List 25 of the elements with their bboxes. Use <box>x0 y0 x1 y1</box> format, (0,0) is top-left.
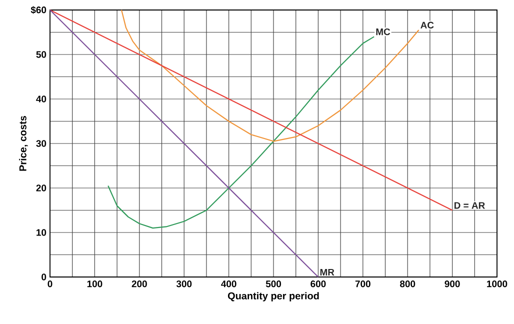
series-label: MC <box>376 28 390 36</box>
x-tick-label: 300 <box>176 280 192 288</box>
series-label: D = AR <box>454 202 485 209</box>
x-axis-title: Quantity per period <box>228 292 319 302</box>
x-tick-label: 0 <box>48 280 52 288</box>
series-label: MR <box>320 268 334 276</box>
y-tick-label: 40 <box>36 96 46 102</box>
x-tick-label: 100 <box>87 280 102 288</box>
x-tick-label: 900 <box>444 280 460 288</box>
y-tick-label: 50 <box>36 51 46 58</box>
x-tick-label: 1000 <box>487 280 508 288</box>
x-tick-label: 400 <box>221 280 236 288</box>
y-tick-label: 0 <box>42 274 46 280</box>
y-axis-title: Price, costs <box>19 116 28 171</box>
x-tick-label: 600 <box>310 280 326 288</box>
y-tick-label: $60 <box>30 6 46 14</box>
x-tick-label: 800 <box>400 280 416 288</box>
line-series <box>120 9 420 142</box>
y-tick-label: 30 <box>36 140 46 147</box>
x-tick-label: 700 <box>355 280 370 288</box>
y-tick-label: 20 <box>36 184 46 192</box>
x-tick-label: 500 <box>266 280 282 288</box>
x-tick-label: 200 <box>132 280 147 288</box>
series-label: AC <box>420 22 434 28</box>
y-tick-label: 10 <box>36 229 46 236</box>
